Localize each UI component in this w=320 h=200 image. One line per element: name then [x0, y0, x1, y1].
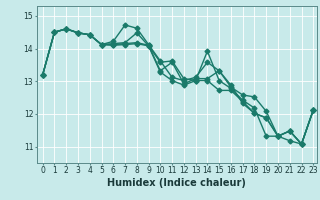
X-axis label: Humidex (Indice chaleur): Humidex (Indice chaleur): [108, 178, 246, 188]
